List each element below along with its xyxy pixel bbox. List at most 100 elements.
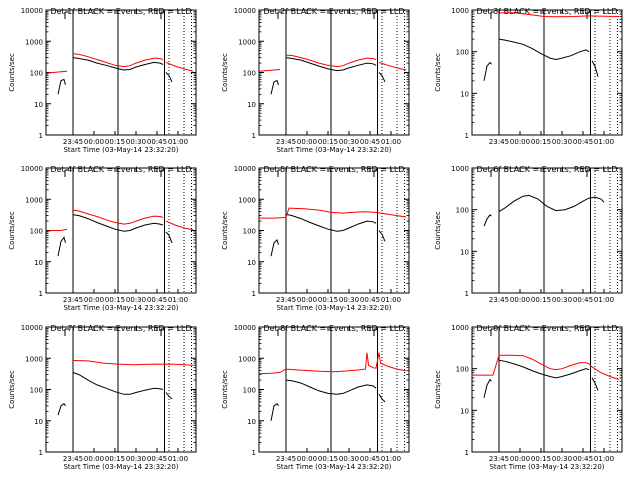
events-series-line (378, 72, 386, 83)
plot-frame (45, 9, 197, 136)
y-tick-label: 10 (247, 259, 256, 267)
panel-title: Det 3f BLACK = Events, RED = LLD (476, 7, 617, 16)
events-series-line (483, 378, 492, 398)
lld-series-line (258, 69, 281, 72)
events-series-line (591, 60, 599, 77)
x-tick-label: 00:30 (552, 296, 572, 304)
marker-bracket (64, 169, 69, 177)
detector-panel: Det 5f BLACK = Events, RED = LLD Counts/s… (221, 165, 410, 312)
events-series-line (483, 61, 492, 81)
marker-bracket (64, 328, 69, 336)
y-tick-label: 10 (460, 90, 469, 98)
events-series-line (483, 214, 492, 227)
y-tick-label: 10000 (21, 324, 43, 332)
events-series-line (498, 38, 590, 61)
y-tick-label: 1000 (451, 165, 469, 173)
events-series-line (57, 403, 66, 416)
lld-series-line (258, 352, 407, 375)
marker-bracket (373, 328, 378, 336)
detector-panel: Det 9f BLACK = Events, RED = LLD Counts/s… (434, 324, 623, 471)
x-tick-label: 00:45 (573, 455, 593, 463)
lld-series-line (45, 228, 68, 232)
x-tick-label: 00:30 (126, 138, 146, 146)
y-tick-label: 1000 (25, 38, 43, 46)
x-tick-label: 23:45 (63, 455, 83, 463)
panel-title: Det 2f BLACK = Events, RED = LLD (263, 7, 404, 16)
y-tick-label: 10 (247, 418, 256, 426)
y-axis-label: Counts/sec (8, 211, 16, 250)
x-tick-label: 00:45 (147, 138, 167, 146)
x-tick-label: 00:30 (126, 296, 146, 304)
y-tick-label: 1000 (238, 38, 256, 46)
y-tick-label: 10000 (234, 165, 256, 173)
x-tick-label: 00:00 (510, 455, 530, 463)
x-tick-label: 00:15 (105, 455, 125, 463)
y-tick-label: 1000 (451, 324, 469, 332)
events-series-line (57, 78, 66, 95)
y-tick-label: 1000 (25, 355, 43, 363)
x-axis-label: Start Time (03-May-14 23:32:20) (276, 304, 391, 312)
y-tick-label: 1 (39, 132, 43, 140)
x-tick-label: 01:00 (594, 296, 614, 304)
events-series-line (591, 377, 599, 391)
y-tick-label: 1 (39, 290, 43, 298)
x-tick-label: 00:00 (297, 138, 317, 146)
x-tick-label: 00:30 (126, 455, 146, 463)
x-axis-label: Start Time (03-May-14 23:32:20) (489, 463, 604, 471)
events-series-line (378, 394, 386, 403)
x-tick-label: 00:15 (105, 296, 125, 304)
plot-frame (471, 326, 623, 453)
x-tick-label: 00:45 (360, 296, 380, 304)
marker-bracket (586, 169, 591, 177)
y-tick-label: 10000 (21, 165, 43, 173)
x-tick-label: 00:45 (147, 296, 167, 304)
events-series-line (285, 379, 377, 395)
x-tick-label: 00:45 (360, 455, 380, 463)
x-tick-label: 01:00 (381, 138, 401, 146)
x-tick-label: 01:00 (168, 138, 188, 146)
events-series-line (165, 392, 173, 400)
y-axis-label: Counts/sec (221, 370, 229, 409)
x-tick-label: 01:00 (168, 296, 188, 304)
lld-series-line (72, 360, 194, 366)
marker-bracket (490, 169, 495, 177)
detector-panel: Det 2f BLACK = Events, RED = LLD Counts/s… (221, 7, 410, 154)
x-tick-label: 00:15 (105, 138, 125, 146)
plot-frame (471, 9, 623, 136)
y-tick-label: 10 (460, 407, 469, 415)
x-axis-label: Start Time (03-May-14 23:32:20) (276, 146, 391, 154)
lld-series-line (285, 54, 377, 68)
marker-bracket (586, 328, 591, 336)
detector-panel: Det 7f BLACK = Events, RED = LLD Counts/s… (8, 324, 197, 471)
plot-frame (45, 326, 197, 453)
y-tick-label: 100 (30, 228, 43, 236)
x-tick-label: 00:30 (552, 455, 572, 463)
x-axis-label: Start Time (03-May-14 23:32:20) (276, 463, 391, 471)
y-tick-label: 10 (460, 248, 469, 256)
lld-series-line (165, 220, 194, 231)
x-tick-label: 00:00 (84, 138, 104, 146)
events-series-line (498, 359, 590, 379)
plot-frame (258, 326, 410, 453)
events-series-line (270, 403, 279, 421)
marker-bracket (277, 11, 282, 19)
y-tick-label: 100 (456, 366, 469, 374)
y-tick-label: 1 (252, 132, 256, 140)
x-tick-label: 23:45 (489, 455, 509, 463)
lld-series-line (472, 354, 620, 380)
y-tick-label: 10 (247, 101, 256, 109)
x-tick-label: 23:45 (489, 296, 509, 304)
x-tick-label: 23:45 (63, 138, 83, 146)
y-tick-label: 10 (34, 418, 43, 426)
x-tick-label: 00:00 (84, 296, 104, 304)
y-tick-label: 1 (39, 449, 43, 457)
x-tick-label: 01:00 (381, 455, 401, 463)
y-tick-label: 10 (34, 101, 43, 109)
plot-frame (258, 9, 410, 136)
x-tick-label: 00:00 (297, 455, 317, 463)
y-tick-label: 10 (34, 259, 43, 267)
y-tick-label: 100 (456, 49, 469, 57)
x-tick-label: 00:15 (531, 138, 551, 146)
x-axis-label: Start Time (03-May-14 23:32:20) (63, 463, 178, 471)
y-tick-label: 1000 (25, 196, 43, 204)
